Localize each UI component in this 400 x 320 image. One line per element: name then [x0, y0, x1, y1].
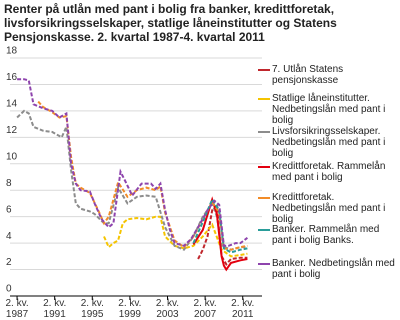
y-tick-label: 10	[6, 151, 18, 162]
series-line	[103, 215, 248, 258]
y-tick-label: 4	[6, 231, 12, 242]
legend-swatch	[258, 98, 270, 100]
x-tick-label: 2. kv. 2003	[155, 298, 180, 320]
legend-swatch	[258, 263, 270, 265]
y-tick-label: 0	[6, 284, 12, 295]
y-tick-label: 16	[6, 72, 18, 83]
x-tick-label: 2. kv. 1999	[118, 298, 142, 320]
series-line	[197, 204, 248, 266]
y-tick-label: 2	[6, 257, 12, 268]
x-tick-label: 2. kv. 1991	[43, 298, 67, 320]
legend-swatch	[258, 229, 270, 231]
legend-entry: Livsforsikringsselskaper. Nedbetingslån …	[258, 126, 398, 159]
y-tick-label: 8	[6, 178, 12, 189]
legend-entry: Banker. Nedbetingslån med pant i bolig	[258, 258, 398, 280]
y-tick-label: 12	[6, 125, 18, 136]
series-line	[37, 100, 248, 251]
legend-swatch	[258, 197, 270, 199]
y-tick-label: 14	[6, 99, 18, 110]
x-tick-label: 2. kv. 1995	[80, 298, 104, 320]
chart-title: Renter på utlån med pant i bolig fra ban…	[4, 2, 337, 44]
legend-entry: Statlige låneinstitutter. Nedbetingslån …	[258, 93, 398, 126]
x-tick-label: 2. kv. 1987	[5, 298, 29, 320]
legend-entry: 7. Utlån Statens pensjonskasse	[258, 64, 398, 86]
legend-entry: Kredittforetak. Nedbetingslån med pant i…	[258, 192, 398, 225]
x-tick-label: 2. kv. 2011	[231, 298, 255, 320]
legend-swatch	[258, 69, 270, 71]
x-tick-label: 2. kv. 2007	[193, 298, 217, 320]
y-tick-label: 6	[6, 204, 12, 215]
legend-swatch	[258, 166, 270, 168]
legend-swatch	[258, 131, 270, 133]
series-line	[17, 78, 249, 247]
legend-entry: Kredittforetak. Rammelån med pant i boli…	[258, 161, 398, 183]
legend-entry: Banker. Rammelån med pant i bolig Banks.	[258, 224, 398, 246]
series-line	[16, 109, 248, 251]
y-tick-label: 18	[6, 46, 18, 57]
series-line	[192, 196, 248, 272]
